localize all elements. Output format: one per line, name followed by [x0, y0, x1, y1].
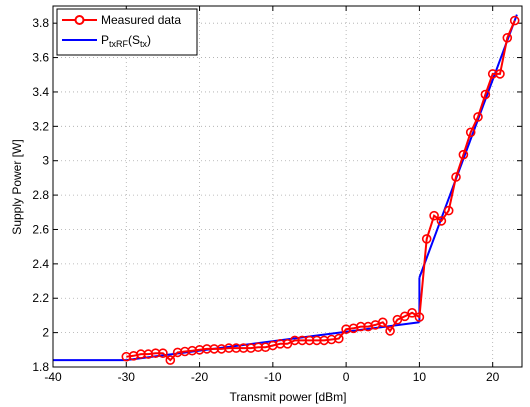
y-tick-label: 2.2: [32, 291, 49, 305]
legend-model-label-sub1: txRF: [109, 39, 129, 49]
y-tick-label: 3.6: [32, 51, 49, 65]
legend-model-label-end: ): [147, 33, 151, 47]
grid-lines: [53, 6, 522, 367]
x-axis-label: Transmit power [dBm]: [230, 390, 347, 404]
legend-model-label-p: P: [101, 33, 109, 47]
measured-data-point: [509, 15, 520, 26]
x-tick-label: 20: [486, 370, 500, 384]
model-line-segment: [418, 14, 518, 278]
measured-series: [121, 15, 520, 365]
measured-data-point: [392, 314, 403, 325]
measured-data-point: [165, 355, 176, 365]
measured-data-point: [436, 216, 447, 226]
y-tick-label: 3.2: [32, 119, 49, 133]
legend-measured-swatch-marker: [74, 15, 85, 25]
measured-data-point: [458, 149, 469, 160]
measured-data-point: [502, 32, 513, 43]
measured-data-point: [451, 172, 461, 182]
x-axis-ticks: -40 -30 -20 -10 0 10 20: [44, 6, 500, 384]
y-axis-label: Supply Power [W]: [10, 139, 24, 234]
measured-data-point: [443, 205, 454, 216]
x-tick-label: -10: [264, 370, 282, 384]
x-tick-label: -20: [191, 370, 209, 384]
legend-model-label-sub2: tx: [140, 39, 148, 49]
y-tick-label: 2.6: [32, 222, 49, 236]
measured-data-point: [465, 127, 476, 138]
y-tick-label: 1.8: [32, 360, 49, 374]
measured-data-point: [158, 348, 168, 359]
measured-data-point: [333, 333, 344, 344]
y-axis-ticks: 1.8 2 2.2 2.4 2.6 2.8 3 3.2 3.4 3.6 3.8: [32, 16, 522, 374]
x-tick-label: -40: [44, 370, 62, 384]
legend: Measured data PtxRF(Stx): [56, 8, 198, 56]
y-tick-label: 2.4: [32, 257, 49, 271]
x-tick-label: 10: [413, 370, 427, 384]
measured-data-point: [385, 326, 395, 336]
y-tick-label: 3: [42, 154, 49, 168]
legend-model-label-mid: (S: [128, 33, 140, 47]
y-tick-label: 3.8: [32, 16, 49, 30]
measured-data-point: [377, 317, 388, 328]
plot-frame: [52, 5, 523, 368]
measured-data-point: [473, 112, 483, 122]
x-tick-label: 0: [343, 370, 350, 384]
x-tick-label: -30: [118, 370, 136, 384]
legend-measured-label: Measured data: [101, 13, 181, 27]
y-tick-label: 2.8: [32, 188, 49, 202]
measured-data-point: [399, 311, 410, 322]
measured-data-point: [495, 69, 505, 79]
measured-data-point: [480, 89, 491, 100]
measured-data-point: [429, 210, 439, 221]
y-tick-label: 2: [42, 326, 49, 340]
y-tick-label: 3.4: [32, 85, 49, 99]
measured-data-point: [414, 312, 425, 322]
legend-model-label: PtxRF(Stx): [101, 33, 151, 49]
measured-data-point: [421, 234, 432, 244]
plot-area: [53, 6, 522, 367]
measured-data-point: [407, 307, 417, 318]
